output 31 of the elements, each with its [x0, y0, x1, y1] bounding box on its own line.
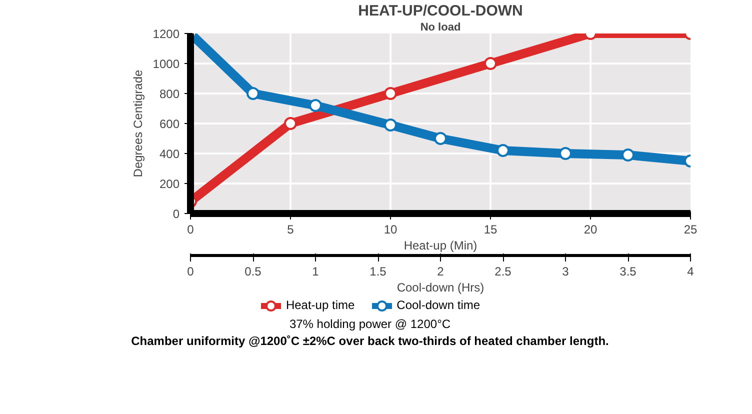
- x-tick-label: 15: [484, 222, 498, 236]
- chart-title: HEAT-UP/COOL-DOWN: [358, 2, 523, 20]
- text: Chamber uniformity @1200˚C ±2%C over back two-thirds of heated chamber length.: [130, 333, 610, 350]
- y-axis-title: Degrees Centigrade: [130, 69, 145, 178]
- y-tick-label: 0: [172, 207, 180, 221]
- x2-tick-label: 3: [562, 264, 570, 278]
- legend-label: Heat-up time: [284, 298, 355, 312]
- x2-tick-label: 3.5: [620, 264, 637, 278]
- x2-tick-label: 4: [687, 264, 694, 278]
- text: 37% holding power @ 1200°C: [288, 316, 452, 334]
- x-tick-label: 25: [684, 222, 698, 236]
- y-tick-label: 1200: [152, 27, 180, 41]
- x2-tick-label: 1: [312, 264, 320, 278]
- y-tick-label: 400: [159, 147, 180, 161]
- x2-tick-label: 0: [187, 264, 194, 278]
- y-tick-label: 1000: [152, 57, 180, 71]
- x-axis-title: Heat-up (Min): [404, 238, 478, 252]
- x-tick-label: 20: [584, 222, 598, 236]
- x2-axis-title: Cool-down (Hrs): [396, 280, 484, 294]
- chart-subtitle: No load: [420, 22, 461, 34]
- x-tick-label: 5: [287, 222, 294, 236]
- x2-tick-label: 0.5: [244, 264, 262, 278]
- x2-tick-label: 2.5: [494, 264, 512, 278]
- x2-tick-label: 1.5: [370, 264, 387, 278]
- x-tick-label: 0: [187, 222, 194, 236]
- x-tick-label: 10: [384, 222, 398, 236]
- y-tick-label: 600: [159, 117, 180, 131]
- y-tick-label: 800: [159, 87, 180, 101]
- legend-label: Cool-down time: [396, 298, 480, 312]
- x2-tick-label: 2: [437, 264, 444, 278]
- y-tick-label: 200: [159, 177, 180, 191]
